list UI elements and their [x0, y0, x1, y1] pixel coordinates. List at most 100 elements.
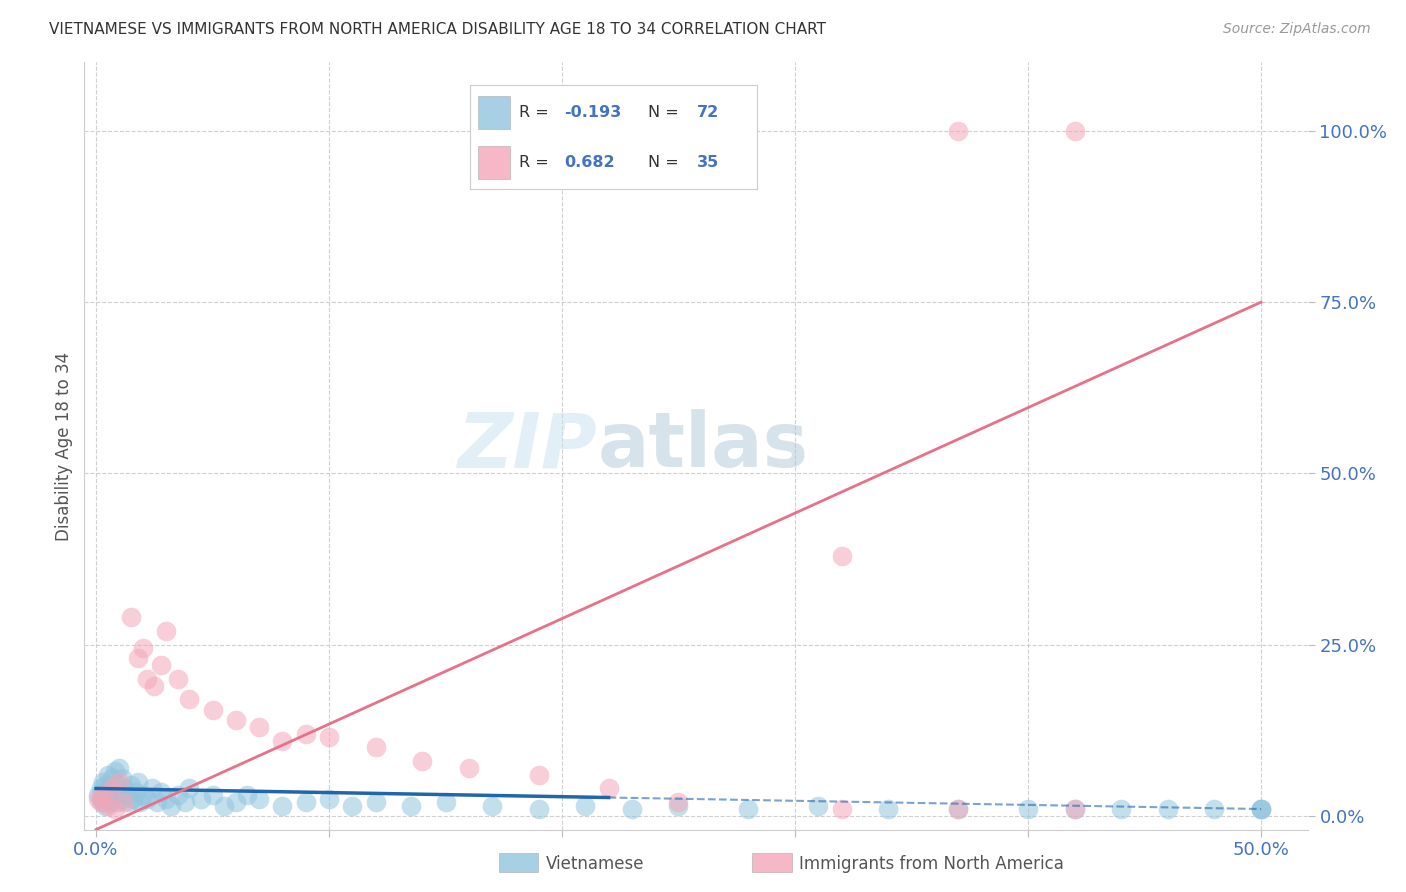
Text: Immigrants from North America: Immigrants from North America	[799, 855, 1063, 873]
Point	[1063, 802, 1085, 816]
Point	[190, 791, 212, 805]
Point	[91, 774, 114, 789]
Point	[145, 795, 167, 809]
Point	[620, 802, 643, 816]
Point	[247, 791, 270, 805]
Point	[166, 789, 188, 803]
Point	[364, 740, 387, 755]
Text: atlas: atlas	[598, 409, 810, 483]
Point	[124, 785, 146, 799]
Point	[574, 798, 596, 813]
Point	[159, 798, 181, 813]
Point	[127, 651, 149, 665]
Point	[737, 802, 759, 816]
Point	[225, 795, 247, 809]
Point	[434, 795, 457, 809]
Point	[98, 795, 121, 809]
Point	[294, 795, 316, 809]
Text: VIETNAMESE VS IMMIGRANTS FROM NORTH AMERICA DISABILITY AGE 18 TO 34 CORRELATION : VIETNAMESE VS IMMIGRANTS FROM NORTH AMER…	[49, 22, 827, 37]
Point	[104, 764, 127, 779]
Point	[131, 641, 153, 656]
Point	[668, 795, 690, 809]
Point	[90, 795, 112, 809]
Point	[136, 672, 159, 686]
Point	[1063, 802, 1085, 816]
Point	[150, 658, 173, 673]
Point	[1250, 802, 1272, 816]
Point	[1017, 802, 1039, 816]
Point	[364, 795, 387, 809]
Point	[108, 774, 131, 789]
Point	[104, 802, 127, 816]
Point	[807, 798, 830, 813]
Point	[946, 802, 969, 816]
Point	[90, 781, 112, 796]
Point	[101, 781, 124, 796]
Point	[129, 795, 152, 809]
Point	[668, 798, 690, 813]
Point	[105, 778, 128, 792]
Point	[946, 124, 969, 138]
Point	[1250, 802, 1272, 816]
Point	[294, 726, 316, 740]
Point	[141, 781, 163, 796]
Point	[94, 778, 117, 792]
Point	[104, 789, 127, 803]
Point	[143, 679, 166, 693]
Point	[212, 798, 235, 813]
Point	[108, 789, 131, 803]
Point	[201, 789, 224, 803]
Point	[112, 781, 135, 796]
Point	[97, 798, 120, 813]
Point	[166, 672, 188, 686]
Point	[112, 795, 135, 809]
Point	[1109, 802, 1132, 816]
Point	[179, 692, 201, 706]
Point	[457, 761, 479, 775]
Point	[127, 774, 149, 789]
Point	[87, 791, 110, 805]
Point	[1063, 124, 1085, 138]
Point	[236, 789, 259, 803]
Point	[131, 789, 153, 803]
Point	[97, 768, 120, 782]
Point	[225, 713, 247, 727]
Point	[179, 781, 201, 796]
Point	[946, 802, 969, 816]
Y-axis label: Disability Age 18 to 34: Disability Age 18 to 34	[55, 351, 73, 541]
Point	[201, 703, 224, 717]
Point	[831, 549, 853, 563]
Point	[101, 791, 124, 805]
Point	[108, 761, 131, 775]
Point	[115, 789, 138, 803]
Point	[91, 785, 114, 799]
Point	[111, 771, 134, 785]
Point	[101, 771, 124, 785]
Point	[1157, 802, 1180, 816]
Point	[1204, 802, 1226, 816]
Point	[150, 785, 173, 799]
Point	[342, 798, 364, 813]
Point	[105, 795, 128, 809]
Point	[87, 789, 110, 803]
Point	[122, 791, 145, 805]
Point	[318, 730, 340, 744]
Point	[120, 610, 142, 624]
Point	[831, 802, 853, 816]
Point	[411, 754, 433, 768]
Point	[97, 785, 120, 799]
Point	[120, 778, 142, 792]
Text: Source: ZipAtlas.com: Source: ZipAtlas.com	[1223, 22, 1371, 37]
Point	[271, 798, 294, 813]
Point	[399, 798, 422, 813]
Text: Vietnamese: Vietnamese	[546, 855, 644, 873]
Point	[155, 624, 177, 638]
Point	[117, 795, 139, 809]
Point	[91, 789, 114, 803]
Point	[481, 798, 503, 813]
Point	[136, 791, 159, 805]
Point	[877, 802, 900, 816]
Point	[94, 798, 117, 813]
Point	[318, 791, 340, 805]
Point	[111, 791, 134, 805]
